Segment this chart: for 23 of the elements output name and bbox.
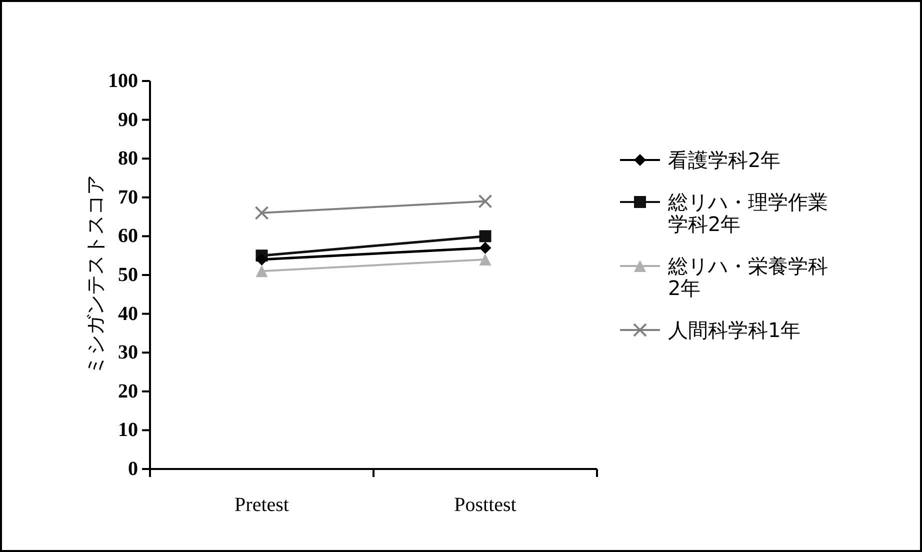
legend-label: 総リハ・栄養学科2年 <box>667 254 828 300</box>
y-tick-label: 20 <box>118 380 138 402</box>
legend-label: 人間科学科1年 <box>668 318 801 342</box>
point <box>479 242 492 254</box>
y-axis-title: ミシガンテストスコア <box>83 175 107 375</box>
legend-label: 看護学科2年 <box>668 148 781 172</box>
x-tick-label: Posttest <box>454 494 517 516</box>
legend-label: 総リハ・理学作業学科2年 <box>667 190 828 236</box>
point <box>254 206 269 220</box>
y-tick-label: 40 <box>118 302 138 325</box>
y-tick-label: 100 <box>108 70 138 92</box>
point <box>256 253 268 266</box>
y-tick-label: 30 <box>118 342 138 364</box>
y-tick-label: 90 <box>118 108 138 131</box>
y-tick-label: 10 <box>118 419 138 442</box>
point <box>478 194 492 208</box>
y-tick-label: 50 <box>118 264 138 286</box>
y-tick-label: 60 <box>118 225 138 248</box>
y-tick-label: 70 <box>118 186 138 208</box>
y-tick-label: 0 <box>128 458 138 480</box>
point <box>479 230 492 242</box>
y-tick-label: 80 <box>118 148 138 170</box>
x-tick-label: Pretest <box>234 494 290 516</box>
